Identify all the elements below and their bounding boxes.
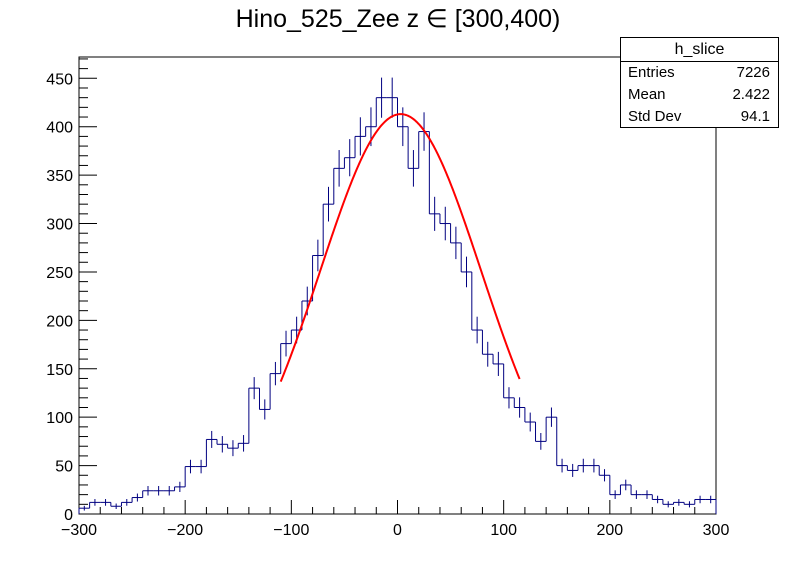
y-tick-label: 50 bbox=[55, 459, 73, 476]
stats-mean-value: 2.422 bbox=[732, 86, 770, 103]
x-tick-label: −100 bbox=[273, 522, 309, 539]
y-tick-label: 0 bbox=[64, 507, 73, 524]
x-tick-label: 200 bbox=[596, 522, 623, 539]
y-tick-label: 100 bbox=[46, 410, 73, 427]
histogram-bars bbox=[78, 97, 717, 514]
stats-box: h_slice Entries 7226 Mean 2.422 Std Dev … bbox=[620, 37, 779, 128]
x-tick-label: 0 bbox=[393, 522, 402, 539]
x-tick-label: 300 bbox=[703, 522, 730, 539]
stats-row-entries: Entries 7226 bbox=[621, 62, 778, 84]
y-tick-label: 250 bbox=[46, 265, 73, 282]
y-tick-label: 350 bbox=[46, 168, 73, 185]
y-tick-label: 200 bbox=[46, 313, 73, 330]
y-tick-label: 150 bbox=[46, 362, 73, 379]
stats-mean-label: Mean bbox=[628, 86, 666, 103]
error-bars bbox=[83, 77, 712, 511]
stats-name: h_slice bbox=[621, 38, 778, 62]
chart-title: Hino_525_Zee z ∈ [300,400) bbox=[235, 5, 561, 33]
stats-entries-label: Entries bbox=[628, 64, 675, 81]
stats-row-mean: Mean 2.422 bbox=[621, 84, 778, 106]
x-axis: −300 −200 −100 0 100 200 300 bbox=[61, 500, 729, 539]
x-tick-label: −300 bbox=[61, 522, 97, 539]
y-axis: 0 50 100 150 200 250 300 350 400 450 bbox=[46, 58, 97, 524]
stats-row-stddev: Std Dev 94.1 bbox=[621, 106, 778, 128]
y-tick-label: 450 bbox=[46, 71, 73, 88]
stats-stddev-label: Std Dev bbox=[628, 108, 682, 125]
y-tick-label: 300 bbox=[46, 217, 73, 234]
stats-stddev-value: 94.1 bbox=[740, 108, 770, 125]
gaussian-fit-curve bbox=[279, 113, 521, 382]
x-tick-label: 100 bbox=[490, 522, 517, 539]
stats-entries-value: 7226 bbox=[736, 64, 770, 81]
y-tick-label: 400 bbox=[46, 120, 73, 137]
x-tick-label: −200 bbox=[167, 522, 203, 539]
